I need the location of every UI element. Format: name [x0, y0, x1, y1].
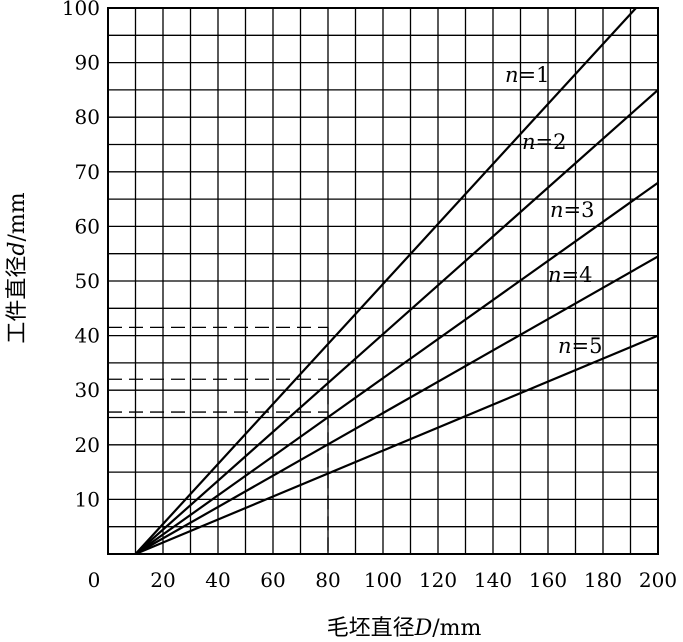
x-tick-labels: 0 20 40 60 80 100 120 140 160 180 200 [88, 568, 677, 592]
grid [108, 8, 658, 554]
series-line-n5 [135, 334, 659, 556]
x-tick-label: 60 [260, 568, 285, 592]
y-tick-label: 90 [75, 51, 100, 75]
x-tick-label: 0 [88, 568, 101, 592]
x-tick-label: 80 [315, 568, 340, 592]
series-label-n2: n=2 [522, 130, 567, 154]
x-tick-label: 180 [584, 568, 622, 592]
x-tick-label: 160 [529, 568, 567, 592]
x-tick-label: 40 [205, 568, 230, 592]
series-line-n3 [134, 181, 659, 555]
plot-frame [107, 7, 659, 555]
x-tick-label: 100 [364, 568, 402, 592]
x-tick-label: 140 [474, 568, 512, 592]
series-line-n2 [134, 89, 659, 555]
series-label-n1: n=1 [505, 63, 550, 87]
y-tick-label: 80 [75, 105, 100, 129]
y-tick-label: 10 [75, 487, 100, 511]
series-line-n1 [134, 7, 637, 555]
y-tick-label: 40 [75, 324, 100, 348]
x-tick-label: 200 [639, 568, 677, 592]
series-label-n5: n=5 [558, 334, 603, 358]
y-axis-title: 工件直径d/mm [5, 192, 30, 343]
y-tick-labels: 10 20 30 40 50 60 70 80 90 100 [62, 0, 100, 511]
x-axis-title: 毛坯直径D/mm [327, 616, 482, 641]
y-tick-label: 60 [75, 214, 100, 238]
y-tick-label: 100 [62, 0, 100, 20]
guide-lines [108, 326, 329, 554]
series-labels: n=1 n=2 n=3 n=4 n=5 [505, 63, 603, 358]
series-label-n3: n=3 [550, 198, 595, 222]
y-tick-label: 70 [75, 160, 100, 184]
series-label-n4: n=4 [548, 263, 593, 287]
x-tick-label: 120 [419, 568, 457, 592]
y-tick-label: 50 [75, 269, 100, 293]
y-tick-label: 30 [75, 378, 100, 402]
x-tick-label: 20 [150, 568, 175, 592]
y-tick-label: 20 [75, 433, 100, 457]
series-line-n4 [134, 255, 659, 555]
series-lines [134, 7, 659, 556]
